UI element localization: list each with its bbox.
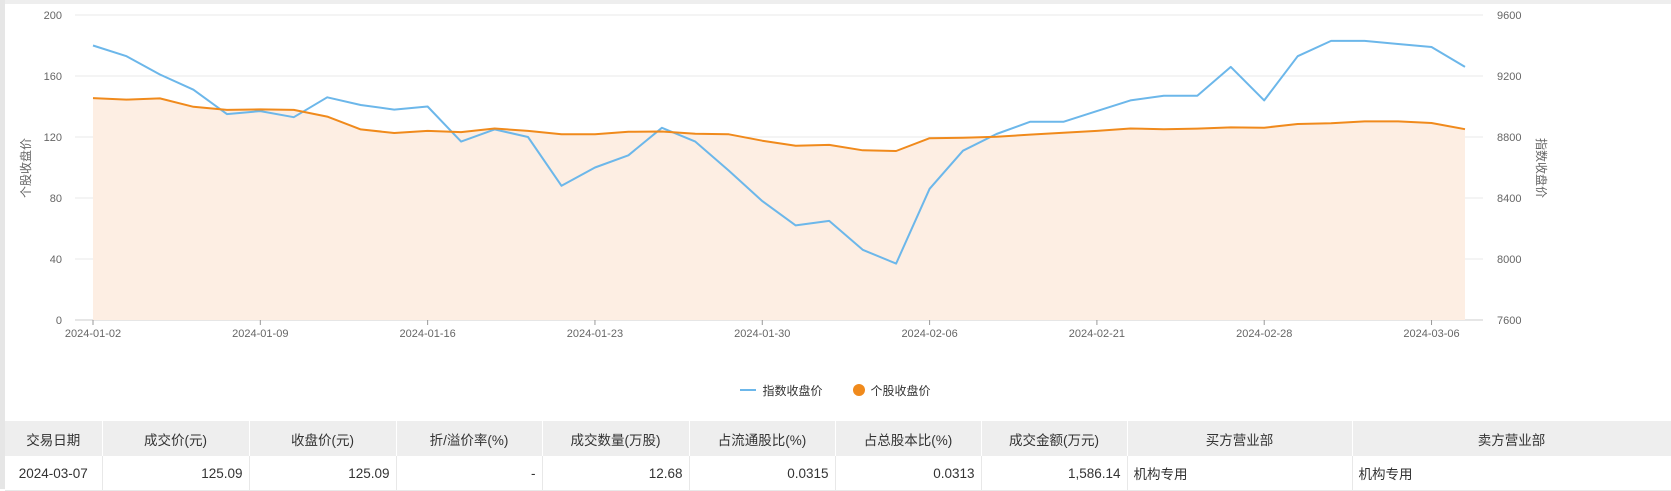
y-tick-label: 200 bbox=[44, 10, 62, 22]
header-trade-date: 交易日期 bbox=[5, 421, 103, 456]
chart-legend: 指数收盘价 个股收盘价 bbox=[0, 380, 1671, 400]
header-float-ratio: 占流通股比(%) bbox=[689, 421, 836, 456]
x-tick-label: 2024-01-02 bbox=[65, 328, 121, 340]
left-border bbox=[0, 0, 5, 489]
header-buyer: 买方营业部 bbox=[1127, 421, 1353, 456]
top-border bbox=[0, 0, 1671, 4]
stock-price-line bbox=[92, 97, 1466, 152]
stock-dot-swatch bbox=[852, 384, 865, 396]
cell-close-price: 125.09 bbox=[249, 456, 397, 491]
header-amount: 成交金额(万元) bbox=[981, 421, 1128, 456]
header-deal-price: 成交价(元) bbox=[102, 421, 250, 456]
x-tick-label: 2024-01-09 bbox=[232, 328, 288, 340]
block-trade-table: 交易日期 成交价(元) 收盘价(元) 折/溢价率(%) 成交数量(万股) 占流通… bbox=[5, 421, 1671, 491]
y2-axis-title: 指数收盘价 bbox=[1534, 138, 1549, 198]
cell-total-ratio: 0.0313 bbox=[835, 456, 982, 491]
stock-area bbox=[93, 98, 1465, 320]
y2-tick-label: 8800 bbox=[1497, 132, 1521, 144]
x-tick-label: 2024-02-06 bbox=[901, 328, 957, 340]
y2-tick-label: 8000 bbox=[1497, 254, 1521, 266]
cell-float-ratio: 0.0315 bbox=[689, 456, 836, 491]
cell-buyer[interactable]: 机构专用 bbox=[1127, 456, 1353, 491]
y-axis-title: 个股收盘价 bbox=[18, 138, 33, 198]
index-line-swatch bbox=[740, 389, 757, 391]
cell-deal-price: 125.09 bbox=[102, 456, 250, 491]
cell-seller[interactable]: 机构专用 bbox=[1352, 456, 1671, 491]
x-tick-label: 2024-02-28 bbox=[1236, 328, 1292, 340]
table-header-row: 交易日期 成交价(元) 收盘价(元) 折/溢价率(%) 成交数量(万股) 占流通… bbox=[5, 421, 1671, 456]
x-tick-label: 2024-03-06 bbox=[1403, 328, 1459, 340]
legend-stock-label: 个股收盘价 bbox=[870, 383, 931, 398]
table-row: 2024-03-07 125.09 125.09 - 12.68 0.0315 … bbox=[5, 456, 1671, 491]
x-tick-label: 2024-01-23 bbox=[567, 328, 623, 340]
cell-trade-date: 2024-03-07 bbox=[5, 456, 103, 491]
legend-index-label: 指数收盘价 bbox=[762, 383, 823, 398]
y-tick-label: 0 bbox=[56, 315, 62, 327]
cell-volume: 12.68 bbox=[542, 456, 690, 491]
y-tick-label: 120 bbox=[44, 132, 62, 144]
y2-tick-label: 7600 bbox=[1497, 315, 1521, 327]
y2-tick-label: 9600 bbox=[1497, 10, 1521, 22]
legend-item-index[interactable]: 指数收盘价 bbox=[740, 380, 823, 400]
header-volume: 成交数量(万股) bbox=[542, 421, 690, 456]
price-chart: 0 40 80 120 160 200 7600 8000 8400 8800 9200 9600 20… bbox=[18, 10, 1549, 340]
cell-premium-rate: - bbox=[396, 456, 543, 491]
index-price-line bbox=[92, 39, 1466, 265]
y2-tick-label: 9200 bbox=[1497, 71, 1521, 83]
header-close-price: 收盘价(元) bbox=[249, 421, 397, 456]
y-tick-label: 80 bbox=[50, 193, 62, 205]
y-tick-label: 40 bbox=[50, 254, 62, 266]
x-tick-label: 2024-02-21 bbox=[1069, 328, 1125, 340]
series-lines bbox=[92, 39, 1466, 265]
y-tick-label: 160 bbox=[44, 71, 62, 83]
cell-amount: 1,586.14 bbox=[981, 456, 1128, 491]
stock-area-fill bbox=[93, 98, 1465, 320]
header-total-ratio: 占总股本比(%) bbox=[835, 421, 982, 456]
x-tick-label: 2024-01-16 bbox=[399, 328, 455, 340]
chart-axes: 0 40 80 120 160 200 7600 8000 8400 8800 9200 9600 20… bbox=[18, 10, 1549, 340]
header-premium-rate: 折/溢价率(%) bbox=[396, 421, 543, 456]
legend-item-stock[interactable]: 个股收盘价 bbox=[852, 380, 931, 400]
y2-tick-label: 8400 bbox=[1497, 193, 1521, 205]
header-seller: 卖方营业部 bbox=[1352, 421, 1671, 456]
x-tick-label: 2024-01-30 bbox=[734, 328, 790, 340]
